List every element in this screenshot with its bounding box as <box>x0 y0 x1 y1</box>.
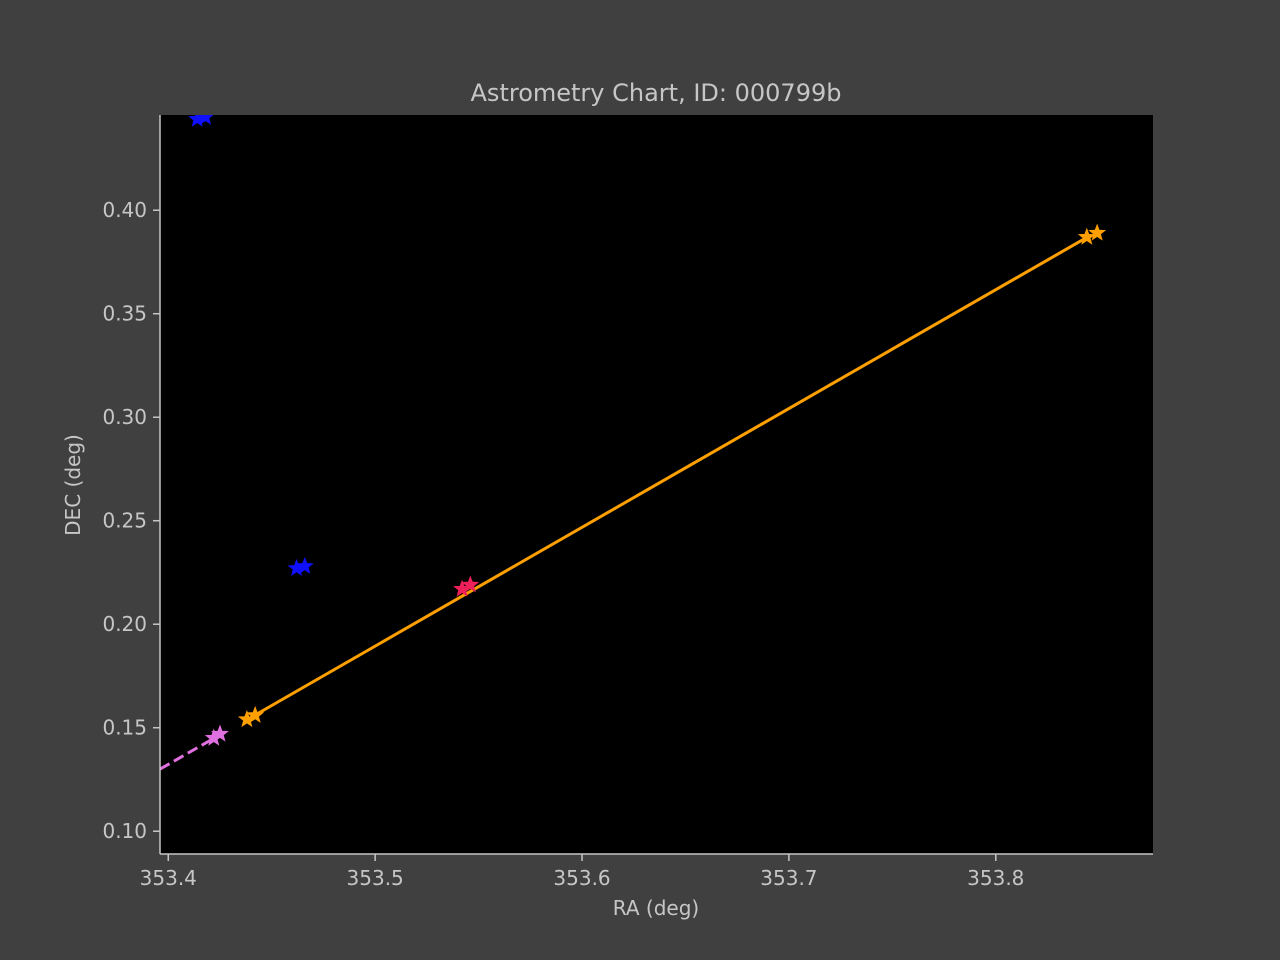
y-tick-label: 0.15 <box>102 716 147 740</box>
x-tick-label: 353.7 <box>760 866 817 890</box>
x-tick-label: 353.5 <box>347 866 404 890</box>
series-orange-line <box>250 233 1092 719</box>
x-tick-label: 353.6 <box>553 866 610 890</box>
y-tick-label: 0.20 <box>102 612 147 636</box>
ticks: 353.4 353.5 353.6 353.7 353.8 0.10 0.15 0.20 0.2… <box>102 198 1024 890</box>
series-pink-point <box>211 724 229 742</box>
x-axis-label: RA (deg) <box>613 896 699 920</box>
x-tick-label: 353.4 <box>140 866 197 890</box>
y-tick-label: 0.10 <box>102 819 147 843</box>
series-orange-point <box>246 705 265 723</box>
y-tick-label: 0.25 <box>102 509 147 533</box>
y-tick-label: 0.30 <box>102 405 147 429</box>
y-tick-label: 0.35 <box>102 302 147 326</box>
series-blue-point <box>197 115 214 125</box>
y-tick-label: 0.40 <box>102 198 147 222</box>
series-blue-point <box>295 556 314 574</box>
chart-title: Astrometry Chart, ID: 000799b <box>471 79 842 107</box>
x-tick-label: 353.8 <box>967 866 1024 890</box>
series-red-point <box>461 575 480 593</box>
y-axis-label: DEC (deg) <box>61 434 85 536</box>
series-pink-line <box>160 734 219 771</box>
data-layer <box>160 115 1107 771</box>
series-orange-point <box>1088 223 1107 241</box>
series-orange-point <box>1077 227 1096 245</box>
